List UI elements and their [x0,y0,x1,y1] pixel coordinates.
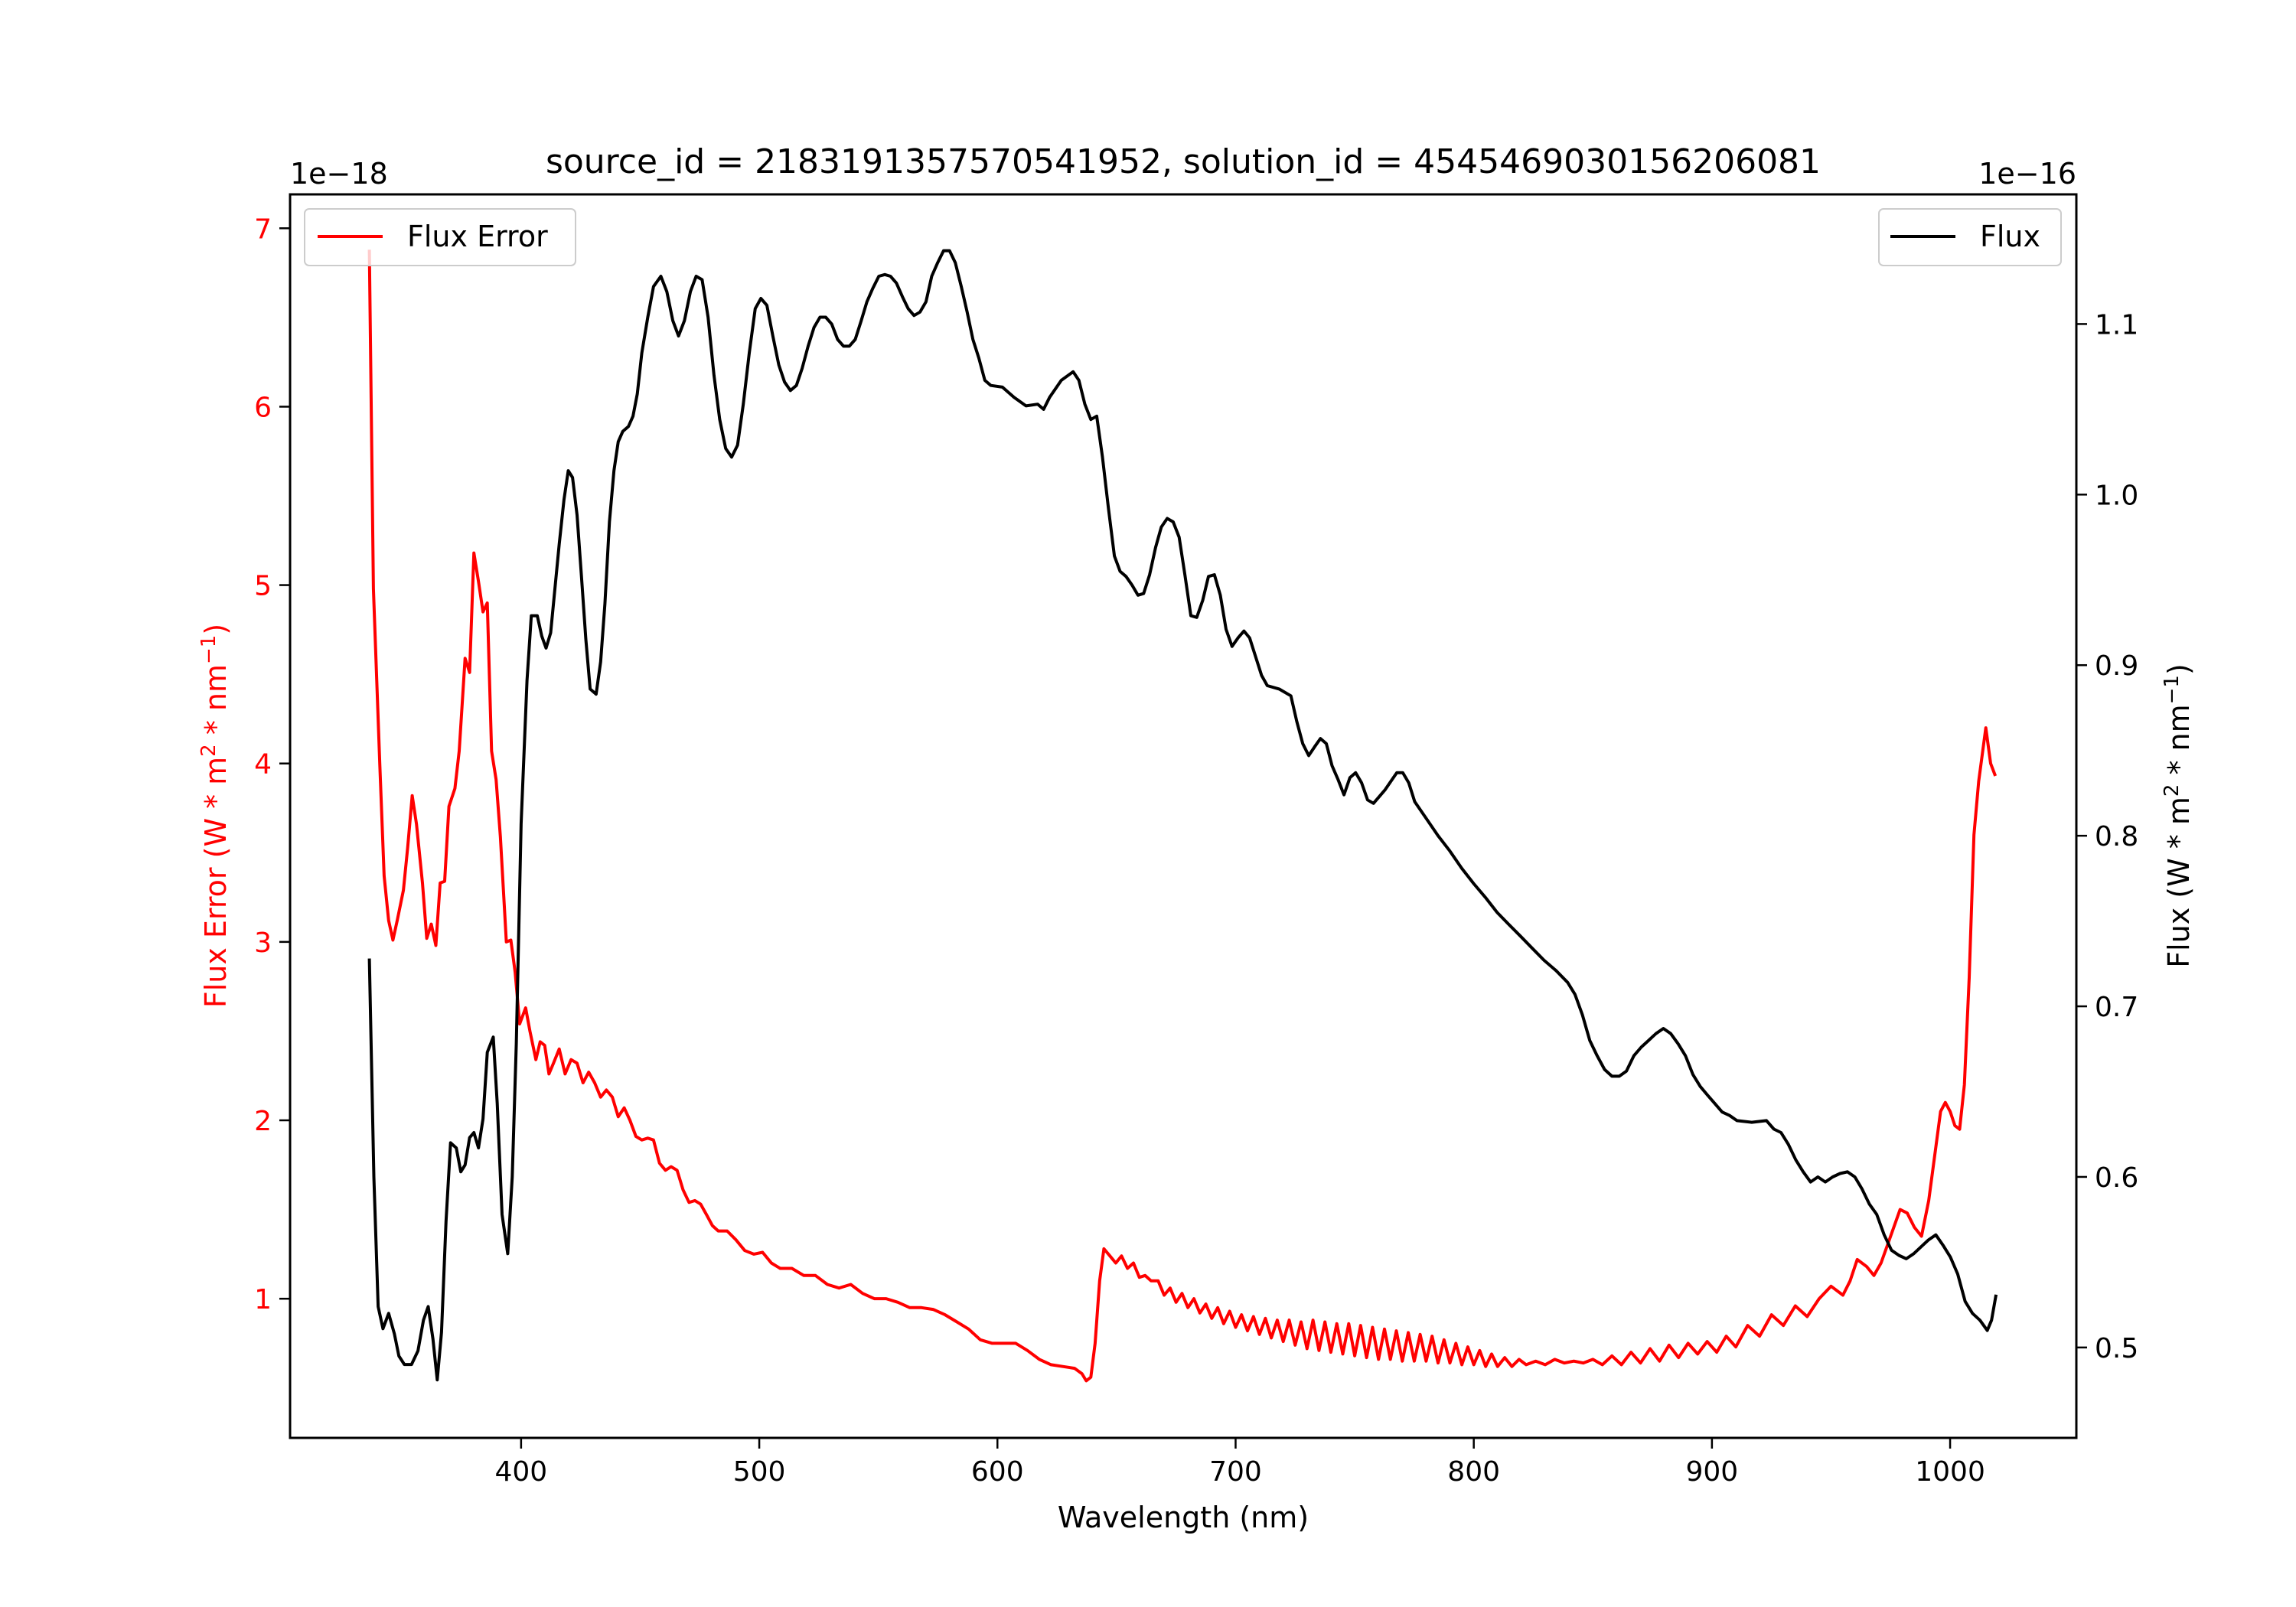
axis-label-superscript: −1 [197,635,220,664]
axis-label-superscript: 2 [197,744,220,757]
right-y-tick-label: 0.8 [2095,821,2138,852]
left-y-tick-label: 2 [254,1106,272,1137]
x-tick-label: 600 [971,1456,1024,1488]
axis-label-part: ) [2162,663,2196,675]
left-y-axis-label: Flux Error (W * m2 * nm−1) [197,624,233,1008]
right-y-tick-label: 1.0 [2095,480,2138,511]
axis-label-part: Flux (W * m [2162,797,2196,968]
right-y-axis-label: Flux (W * m2 * nm−1) [2161,663,2196,968]
series-line-flux-error [367,249,1998,1383]
legend-flux-error-label: Flux Error [407,220,548,253]
x-tick-label: 400 [495,1456,548,1488]
plot-area [367,249,1998,1383]
legend-flux-error: Flux Error [304,208,576,266]
legend-flux-label: Flux [1980,220,2040,253]
axis-label-superscript: 2 [2161,784,2183,797]
x-tick-label: 1000 [1915,1456,1985,1488]
chart-title: source_id = 2183191357570541952, solutio… [546,142,1821,181]
axes-frame [289,193,2078,1439]
axis-label-part: ) [199,624,233,635]
left-y-tick-label: 4 [254,749,272,781]
right-y-tick-label: 0.5 [2095,1333,2138,1364]
axis-label-superscript: −1 [2161,675,2183,704]
left-offset-text: 1e−18 [290,157,388,191]
x-tick-label: 500 [733,1456,786,1488]
axis-ticks: 400 500 600 700 800 900 1000 1 2 3 4 5 6 7 0.5 0.6 0.7 0.… [254,214,2138,1488]
x-tick-label: 900 [1686,1456,1739,1488]
x-tick-label: 700 [1209,1456,1262,1488]
series-line-flux [367,249,1998,1382]
left-y-tick-label: 7 [254,214,272,245]
axis-label-part: Flux Error (W * m [199,757,233,1008]
axis-label-part: * nm [199,664,233,744]
right-y-tick-label: 0.7 [2095,992,2138,1023]
left-y-tick-label: 3 [254,927,272,959]
left-y-tick-label: 1 [254,1284,272,1315]
axis-label-part: * nm [2162,704,2196,784]
x-tick-label: 800 [1447,1456,1500,1488]
legend-flux: Flux [1878,208,2062,266]
right-offset-text: 1e−16 [1978,157,2076,191]
right-y-tick-label: 1.1 [2095,309,2138,341]
right-y-tick-label: 0.9 [2095,650,2138,682]
right-y-tick-label: 0.6 [2095,1162,2138,1194]
left-y-tick-label: 5 [254,571,272,602]
x-axis-label: Wavelength (nm) [1058,1501,1309,1534]
left-y-tick-label: 6 [254,392,272,423]
